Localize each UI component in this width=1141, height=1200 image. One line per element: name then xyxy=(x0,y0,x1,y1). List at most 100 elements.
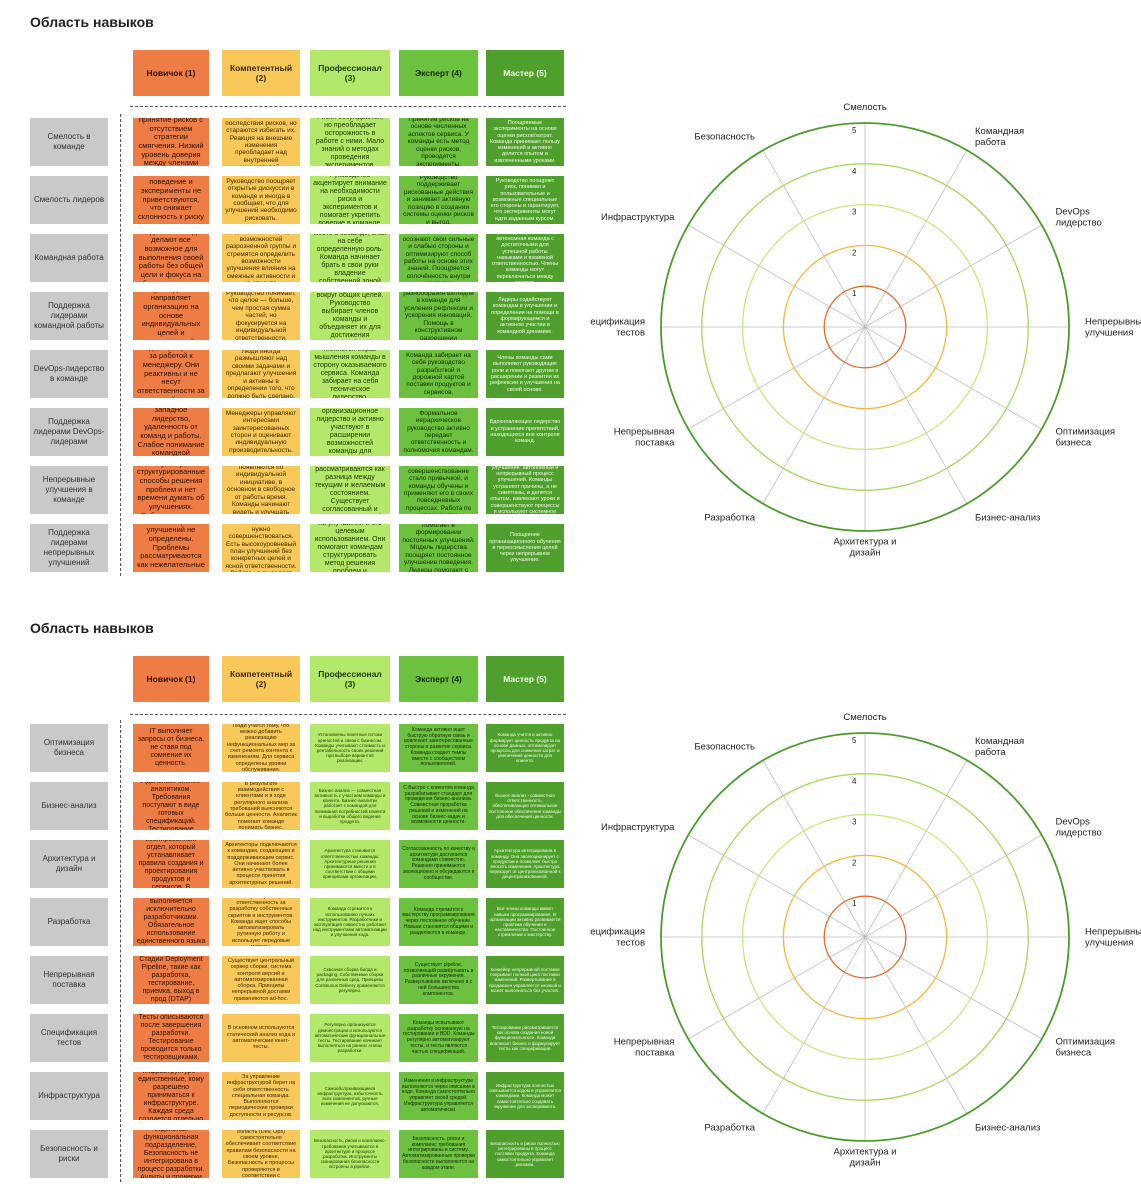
section-title: Область навыков xyxy=(30,14,154,30)
skill-cell-master: Инфраструктура полностью описывается код… xyxy=(486,1072,564,1120)
skill-cell-competent: Существует центральный сервер сборки, си… xyxy=(222,956,300,1004)
skill-cell-professional: Меняется образ мышления команды в сторон… xyxy=(310,350,390,398)
radar-ring-5 xyxy=(660,732,1070,1142)
radar-axis-label: Непрерывные xyxy=(1085,927,1141,938)
row-label: Оптимизация бизнеса xyxy=(30,724,108,772)
skill-cell-expert: Согласованность по качеству и архитектур… xyxy=(399,840,478,888)
radar-axis-label: Инфраструктура xyxy=(601,212,675,223)
radar-axis-label: тестов xyxy=(616,938,645,949)
radar-ring-5 xyxy=(660,122,1070,532)
radar-axis-label: работа xyxy=(975,747,1006,758)
skill-cell-novice: IT выполняет запросы от бизнеса, не став… xyxy=(133,724,209,772)
skill-cell-expert: Руководство активно помогает в формирова… xyxy=(399,524,478,572)
skill-cell-master: Конвейер непрерывной поставки покрывает … xyxy=(486,956,564,1004)
level-header-competent: Компетентный (2) xyxy=(222,656,300,702)
radar-ring-4 xyxy=(701,773,1029,1101)
skill-cell-professional: Регулярно организуются демонстрации и ис… xyxy=(310,1014,390,1062)
radar-spoke xyxy=(864,326,1042,430)
radar-ring-2 xyxy=(782,244,948,410)
radar-tick-label: 3 xyxy=(852,208,857,217)
skill-cell-professional: Выделено время на улучшения, а проблемы … xyxy=(310,466,390,514)
radar-axis-label: улучшения xyxy=(1085,938,1133,949)
skill-cell-expert: Команда забирает на себя руководство раз… xyxy=(399,350,478,398)
row-label: Архитектура и дизайн xyxy=(30,840,108,888)
radar-axis-label: Оптимизация xyxy=(1056,1037,1116,1048)
skill-cell-master: Вдохновляющее лидерство и устранение пре… xyxy=(486,408,564,456)
row-label: DevOps-лидерство в команде xyxy=(30,350,108,398)
radar-axis-label: Архитектура и xyxy=(834,1147,897,1158)
row-label: Безопасность и риски xyxy=(30,1130,108,1178)
radar-axis-label: Командная xyxy=(975,126,1024,137)
level-header-master: Мастер (5) xyxy=(486,50,564,96)
skill-cell-competent: В результате взаимодействия с клиентами … xyxy=(222,782,300,830)
skill-cell-novice: Нет знаний о Continuous Delivery. Стадии… xyxy=(133,956,209,1004)
row-label: Командная работа xyxy=(30,234,108,282)
skill-cell-novice: Бизнес-анализ проводится исключительно о… xyxy=(133,782,209,830)
skill-cell-master: Поощряемые эксперименты на основе оценки… xyxy=(486,118,564,166)
row-label: Разработка xyxy=(30,898,108,946)
radar-axis-label: лидерство xyxy=(1056,828,1102,839)
skill-cell-competent: Люди иногда размышляют над своими задача… xyxy=(222,350,300,398)
skill-cell-professional: Риски обсуждаются, но преобладает осторо… xyxy=(310,118,390,166)
skill-cell-professional: Сквозная сборка билда и packaging. Собст… xyxy=(310,956,390,1004)
radar-axis-label: Инфраструктура xyxy=(601,822,675,833)
radar-spoke xyxy=(864,760,968,938)
skill-cell-professional: Менеджеры следят за выделением времени н… xyxy=(310,524,390,572)
level-header-master: Мастер (5) xyxy=(486,656,564,702)
skill-cell-expert: Команда стремится к мастерству программи… xyxy=(399,898,478,946)
skill-cell-master: Члены команды сами выполняют руководящие… xyxy=(486,350,564,398)
skills-section-2: Область навыков Новичок (1) Компетентный … xyxy=(0,606,1141,1200)
radar-axis-label: Бизнес-анализ xyxy=(975,513,1040,524)
radar-spoke xyxy=(688,224,866,328)
skill-cell-expert: Безопасность, риски и комплаенс требован… xyxy=(399,1130,478,1178)
skill-cell-master: Самообучающиеся улучшения: автономный и … xyxy=(486,466,564,514)
radar-spoke xyxy=(688,834,866,938)
skill-cell-competent: Руководство понимает, что целое — больше… xyxy=(222,292,300,340)
radar-tick-label: 2 xyxy=(852,248,857,257)
row-label: Поддержка лидерами DevOps-лидерами xyxy=(30,408,108,456)
skill-cell-expert: Члены команды осознают свои сильные и сл… xyxy=(399,234,478,282)
skill-cell-master: Поощрение организационного обучения и пе… xyxy=(486,524,564,572)
level-header-professional: Профессионал (3) xyxy=(310,50,390,96)
skill-cell-novice: Традиционное западное лидерство, удаленн… xyxy=(133,408,209,456)
skill-cell-novice: Рискованное поведение и эксперименты не … xyxy=(133,176,209,224)
row-label: Смелость в команде xyxy=(30,118,108,166)
radar-ring-4 xyxy=(701,163,1029,491)
skill-cell-competent: Менеджеры говорят командам, что им нужно… xyxy=(222,524,300,572)
skill-cell-competent: Улучшения все чаще появляются по индивид… xyxy=(222,466,300,514)
skills-section-1: Область навыков Новичок (1) Компетентный … xyxy=(30,14,1141,576)
radar-axis-label: бизнеса xyxy=(1056,438,1092,449)
skill-cell-competent: Люди осознают предел возможностей разроз… xyxy=(222,234,300,282)
radar-axis-label: лидерство xyxy=(1056,218,1102,229)
radar-axis-label: Разработка xyxy=(704,513,755,524)
skill-cell-professional: Менеджеры сохраняют формальное организац… xyxy=(310,408,390,456)
skill-cell-novice: Бессознательное принятие рисков с отсутс… xyxy=(133,118,209,166)
level-header-novice: Новичок (1) xyxy=(133,50,209,96)
skill-cell-novice: Менеджеры дают ответы. Цели улучшений не… xyxy=(133,524,209,572)
skill-cell-master: Бизнес-анализ - совместная ответственнос… xyxy=(486,782,564,830)
radar-spoke xyxy=(864,224,1042,328)
skill-cell-master: Тестирование рассматривается как основа … xyxy=(486,1014,564,1062)
skill-cell-novice: Тесты описываются после завершения разра… xyxy=(133,1014,209,1062)
skill-cell-expert: Существует pipeline, позволяющий развёрт… xyxy=(399,956,478,1004)
radar-axis-label: тестов xyxy=(616,328,645,339)
level-header-professional: Профессионал (3) xyxy=(310,656,390,702)
skill-cell-master: Кросс-функциональная, автономная команда… xyxy=(486,234,564,282)
divider-line xyxy=(130,106,566,107)
skill-cell-competent: В основном используются статический анал… xyxy=(222,1014,300,1062)
row-label: Непрерывная поставка xyxy=(30,956,108,1004)
radar-axis-label: Спецификация xyxy=(590,927,645,938)
radar-tick-label: 2 xyxy=(852,858,857,867)
skill-cell-expert: Изменения в инфраструктуре выполняются ч… xyxy=(399,1072,478,1120)
row-label: Непрерывные улучшения в команде xyxy=(30,466,108,514)
radar-axis-label: Бизнес-анализ xyxy=(975,1123,1040,1134)
level-header-expert: Эксперт (4) xyxy=(399,50,478,96)
row-label: Поддержка лидерами непрерывных улучшений xyxy=(30,524,108,572)
skill-cell-professional: Люди находят свое место в команде, зная … xyxy=(310,234,390,282)
skill-cell-competent: Архитекторы подключаются к командам, соз… xyxy=(222,840,300,888)
skill-cell-expert: Формальное иерархическое руководство акт… xyxy=(399,408,478,456)
radar-ring-1 xyxy=(823,895,907,979)
skill-cell-novice: Безопасность - отдельная функциональная … xyxy=(133,1130,209,1178)
radar-axis-label: поставка xyxy=(635,438,675,449)
skill-cell-expert: Команда ищет проблемы для решения. Посто… xyxy=(399,466,478,514)
